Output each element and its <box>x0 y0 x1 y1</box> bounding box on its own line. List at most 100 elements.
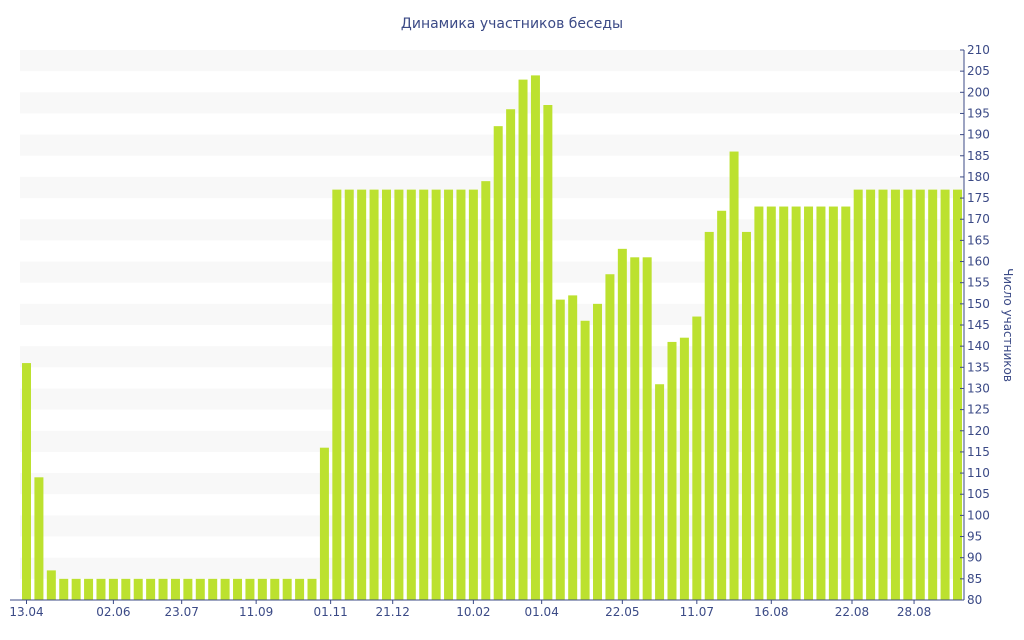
bar <box>307 578 317 600</box>
bar <box>555 299 565 600</box>
bar <box>679 337 689 600</box>
y-tick-label: 150 <box>967 297 990 311</box>
y-tick-label: 195 <box>967 106 990 120</box>
bar <box>518 79 528 601</box>
bars <box>22 75 962 601</box>
bar <box>605 274 615 600</box>
bar <box>642 257 652 600</box>
bar <box>245 578 255 600</box>
grid-band <box>20 303 964 325</box>
y-tick-label: 170 <box>967 212 990 226</box>
grid-band <box>20 557 964 579</box>
bar <box>766 206 776 601</box>
bar <box>804 206 814 601</box>
x-tick-label: 22.08 <box>835 605 869 619</box>
y-tick-label: 105 <box>967 487 990 501</box>
bar <box>481 181 491 600</box>
bar <box>444 189 454 600</box>
bar <box>270 578 280 600</box>
x-tick-label: 02.06 <box>96 605 130 619</box>
y-tick-label: 160 <box>967 255 990 269</box>
bar <box>543 105 553 600</box>
bar <box>121 578 131 600</box>
bar <box>841 206 851 601</box>
grid-band <box>20 261 964 283</box>
bar <box>878 189 888 600</box>
y-tick-label: 140 <box>967 339 990 353</box>
bar <box>667 341 677 600</box>
y-tick-label: 95 <box>967 530 982 544</box>
bar <box>195 578 205 600</box>
bar <box>530 75 540 600</box>
bar <box>853 189 863 600</box>
y-axis-title: Число участников <box>1001 268 1015 382</box>
bar <box>108 578 118 600</box>
bar <box>692 316 702 600</box>
x-tick-label: 23.07 <box>164 605 198 619</box>
bar <box>369 189 379 600</box>
bar <box>319 447 329 600</box>
bar <box>928 189 938 600</box>
x-tick-label: 22.05 <box>605 605 639 619</box>
grid-band <box>20 346 964 368</box>
y-tick-label: 180 <box>967 170 990 184</box>
bar <box>468 189 478 600</box>
bar <box>729 151 739 601</box>
x-tick-label: 11.07 <box>680 605 714 619</box>
bar <box>953 189 962 600</box>
bar <box>133 578 143 600</box>
x-tick-label: 01.11 <box>313 605 347 619</box>
grid-band <box>20 388 964 410</box>
bar <box>828 206 838 601</box>
bar <box>915 189 925 600</box>
grid-band <box>20 92 964 114</box>
grid-band <box>20 176 964 199</box>
bar <box>158 578 168 600</box>
bar <box>381 189 391 600</box>
grid-bands <box>20 50 964 579</box>
bar <box>779 206 789 601</box>
y-tick-label: 110 <box>967 466 990 480</box>
y-tick-label: 90 <box>967 551 982 565</box>
bar <box>46 570 56 600</box>
bar <box>220 578 230 600</box>
y-tick-label: 80 <box>967 593 982 607</box>
bar <box>940 189 950 600</box>
x-tick-label: 10.02 <box>456 605 490 619</box>
bar <box>208 578 218 600</box>
bar <box>431 189 441 600</box>
chart-title: Динамика участников беседы <box>401 16 623 32</box>
x-axis: 13.04 02.06 23.07 11.09 01.11 21.12 10.02 01.04… <box>9 599 964 619</box>
bar <box>96 578 106 600</box>
x-tick-label: 13.04 <box>9 605 43 619</box>
bar <box>630 257 640 600</box>
bar <box>344 189 354 600</box>
bar <box>593 303 603 600</box>
bar <box>59 578 69 600</box>
bar <box>394 189 404 600</box>
bar <box>704 231 714 600</box>
y-tick-label: 210 <box>967 43 990 57</box>
bar <box>183 578 193 600</box>
y-tick-label: 85 <box>967 572 982 586</box>
bar <box>717 210 727 600</box>
bar <box>332 189 342 600</box>
bar <box>754 206 764 601</box>
bar <box>791 206 801 601</box>
bar <box>568 295 578 600</box>
x-tick-label: 21.12 <box>376 605 410 619</box>
y-axis: 80 85 90 95 100 105 110 115 120 125 130 135 140 145 15… <box>960 43 990 607</box>
bar <box>34 477 44 600</box>
bar <box>257 578 267 600</box>
y-tick-label: 165 <box>967 233 990 247</box>
bar <box>866 189 876 600</box>
grid-band <box>20 473 964 495</box>
y-tick-label: 120 <box>967 424 990 438</box>
bar <box>493 126 503 601</box>
x-tick-label: 01.04 <box>524 605 558 619</box>
y-tick-label: 155 <box>967 276 990 290</box>
bar <box>617 248 627 600</box>
bar <box>84 578 94 600</box>
bar <box>456 189 466 600</box>
